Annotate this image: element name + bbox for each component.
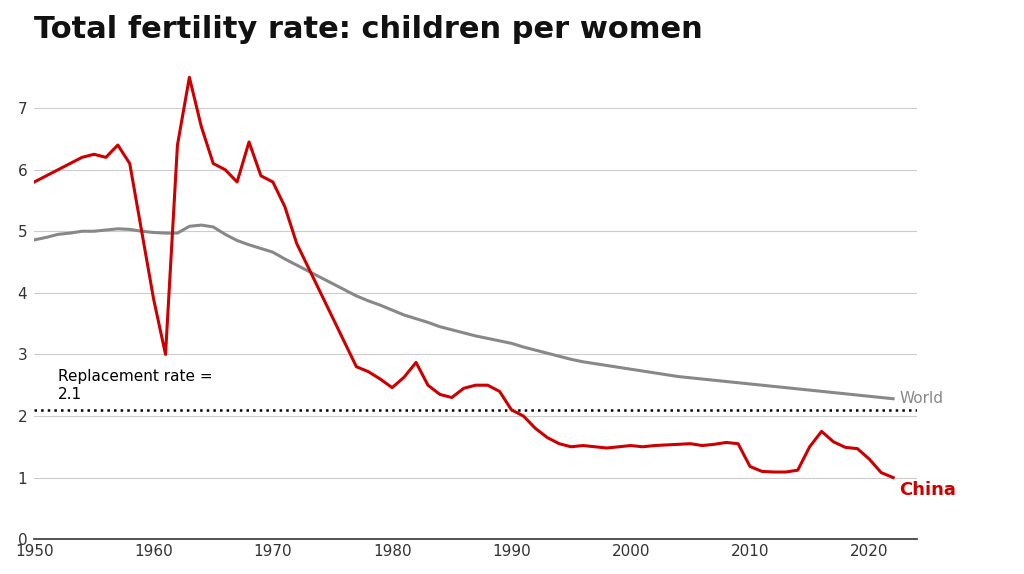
Text: World: World	[899, 391, 943, 406]
Text: Replacement rate =
2.1: Replacement rate = 2.1	[58, 370, 213, 402]
Text: Total fertility rate: children per women: Total fertility rate: children per women	[35, 15, 703, 44]
Text: China: China	[899, 480, 956, 499]
